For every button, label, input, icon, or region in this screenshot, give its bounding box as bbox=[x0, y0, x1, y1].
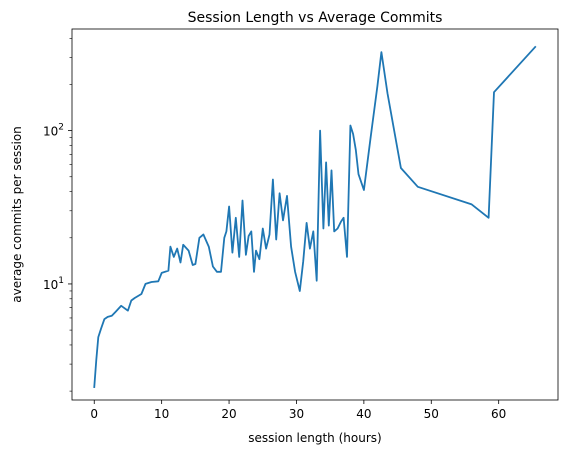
series-line bbox=[93, 45, 537, 388]
x-tick-label: 20 bbox=[221, 407, 236, 421]
x-tick-label: 60 bbox=[491, 407, 506, 421]
y-tick-label: 101 bbox=[43, 276, 64, 292]
plot-frame bbox=[71, 28, 559, 401]
x-tick-label: 10 bbox=[154, 407, 169, 421]
x-tick-label: 40 bbox=[356, 407, 371, 421]
x-tick-label: 30 bbox=[289, 407, 304, 421]
x-tick-label: 0 bbox=[90, 407, 98, 421]
axis-tick-labels: 0 10 20 30 40 50 60 101 102 bbox=[43, 123, 506, 421]
x-axis-label: session length (hours) bbox=[248, 431, 381, 445]
axis-ticks bbox=[68, 38, 500, 404]
y-axis-label: average commits per session bbox=[10, 126, 24, 303]
y-tick-label: 102 bbox=[43, 123, 64, 139]
x-tick-label: 50 bbox=[424, 407, 439, 421]
chart-title: Session Length vs Average Commits bbox=[188, 10, 443, 26]
